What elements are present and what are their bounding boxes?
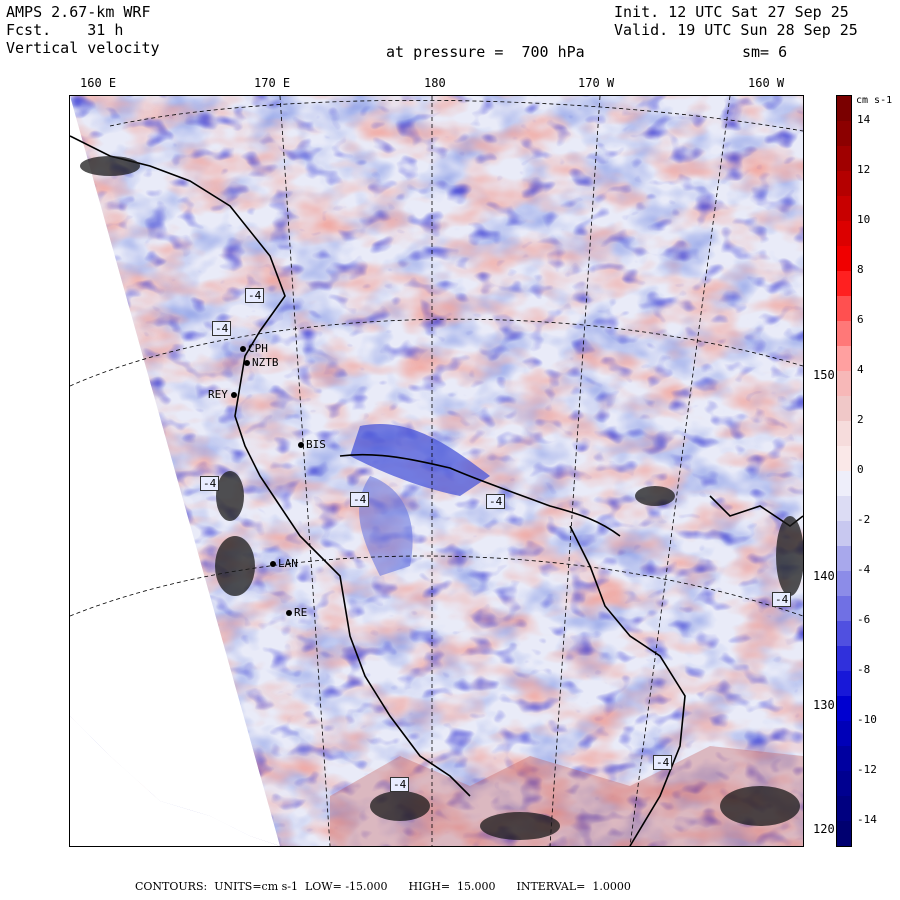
colorbar-segment [837,246,851,271]
colorbar-segment [837,696,851,721]
colorbar-segment [837,771,851,796]
lon-label-170w: 170 W [578,76,615,90]
colorbar-segment [837,721,851,746]
station-dot-icon [240,346,246,352]
colorbar-segment [837,446,851,471]
header-right: Init. 12 UTC Sat 27 Sep 25 Valid. 19 UTC… [614,3,858,39]
colorbar-segment [837,496,851,521]
colorbar-segment [837,546,851,571]
colorbar-segment [837,796,851,821]
colorbar-segment [837,621,851,646]
colorbar-segment [837,371,851,396]
colorbar-tick-label: -12 [857,763,877,776]
colorbar-tick-label: -10 [857,713,877,726]
station-dot-icon [298,442,304,448]
contour-label: -4 [200,476,220,491]
contour-label: -4 [245,288,265,303]
station-dot-icon [286,610,292,616]
contour-info: CONTOURS: UNITS=cm s-1 LOW= -15.000 HIGH… [135,880,631,893]
station-dot-icon [244,360,250,366]
colorbar-segment [837,471,851,496]
contour-label: -4 [212,321,232,336]
colorbar-segment [837,346,851,371]
pressure-level: at pressure = 700 hPa [386,43,585,61]
station-bis[interactable]: BIS [298,438,326,451]
colorbar [836,95,852,847]
contour-label: -4 [772,592,792,607]
coastline [70,135,803,846]
colorbar-segment [837,521,851,546]
colorbar-tick-label: 12 [857,163,871,176]
colorbar-tick-label: 4 [857,363,864,376]
station-lan[interactable]: LAN [270,557,298,570]
station-re[interactable]: RE [286,606,307,619]
graticule-lines [70,96,803,846]
field-name: Vertical velocity [6,39,160,57]
contour-label: -4 [350,492,370,507]
colorbar-tick-label: 2 [857,413,864,426]
contour-label: -4 [390,777,410,792]
forecast-hour: Fcst. 31 h [6,21,124,39]
colorbar-segment [837,271,851,296]
colorbar-segment [837,121,851,146]
colorbar-segment [837,296,851,321]
station-rey[interactable]: REY [208,388,239,401]
model-title: AMPS 2.67-km WRF [6,3,151,21]
header-left: AMPS 2.67-km WRF Fcst. 31 h Vertical vel… [6,3,160,57]
colorbar-tick-label: 10 [857,213,871,226]
lon-label-160e: 160 E [80,76,117,90]
lon-label-170e: 170 E [254,76,291,90]
colorbar-segment [837,96,851,121]
station-dot-icon [270,561,276,567]
station-nztb[interactable]: NZTB [244,356,279,369]
smoothing-label: sm= 6 [742,43,788,61]
colorbar-segment [837,821,851,846]
lon-label-180: 180 [424,76,446,90]
colorbar-segment [837,421,851,446]
colorbar-segment [837,596,851,621]
colorbar-tick-label: -4 [857,563,871,576]
colorbar-tick-label: 14 [857,113,871,126]
valid-time: Valid. 19 UTC Sun 28 Sep 25 [614,21,858,39]
colorbar-tick-label: 0 [857,463,864,476]
colorbar-segment [837,571,851,596]
colorbar-unit: cm s-1 [856,95,893,106]
colorbar-segment [837,221,851,246]
colorbar-segment [837,196,851,221]
colorbar-segment [837,171,851,196]
colorbar-segment [837,746,851,771]
init-time: Init. 12 UTC Sat 27 Sep 25 [614,3,849,21]
colorbar-segment [837,671,851,696]
colorbar-tick-label: 6 [857,313,864,326]
colorbar-segment [837,396,851,421]
colorbar-segment [837,146,851,171]
lon-label-160w: 160 W [748,76,785,90]
map-panel[interactable] [69,95,804,847]
station-dot-icon [230,392,237,398]
colorbar-tick-label: -2 [857,513,871,526]
colorbar-tick-label: -6 [857,613,871,626]
terrain-noise [80,156,803,840]
contour-label: -4 [653,755,673,770]
colorbar-segment [837,646,851,671]
vertical-velocity-field [70,96,803,846]
contour-label: -4 [486,494,506,509]
colorbar-tick-label: -8 [857,663,871,676]
colorbar-segment [837,321,851,346]
colorbar-tick-label: -14 [857,813,877,826]
station-cph[interactable]: CPH [240,342,268,355]
colorbar-tick-label: 8 [857,263,864,276]
